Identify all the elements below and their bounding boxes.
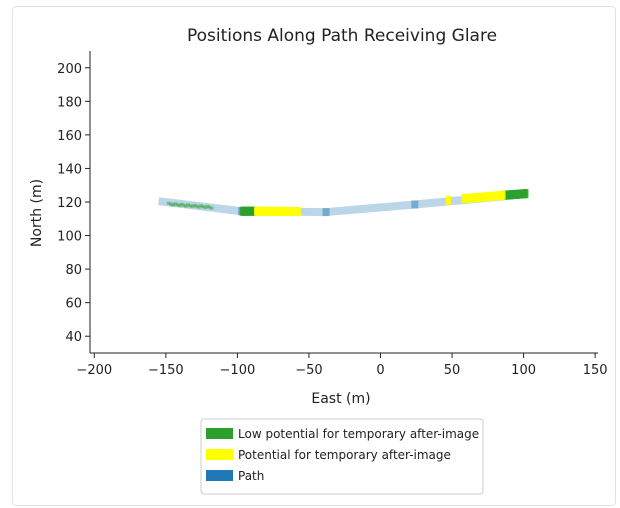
glare-point: [173, 202, 178, 206]
glare-point: [207, 205, 212, 209]
glare-point: [181, 203, 186, 207]
y-tick-label: 120: [57, 196, 82, 211]
y-tick-label: 180: [57, 95, 82, 110]
legend-label: Low potential for temporary after-image: [238, 427, 479, 441]
y-axis-label: North (m): [29, 179, 45, 247]
legend-label: Path: [238, 469, 264, 483]
glare-point: [192, 203, 197, 207]
glare-point: [177, 204, 182, 208]
legend-swatch: [206, 428, 233, 439]
y-tick-label: 160: [57, 129, 82, 144]
legend-swatch: [206, 470, 233, 481]
glare-point: [209, 206, 214, 210]
y-tick-label: 60: [65, 297, 82, 312]
x-axis-label: East (m): [311, 391, 370, 407]
x-tick-label: 100: [511, 363, 536, 378]
glare-point: [201, 205, 206, 209]
chart-title: Positions Along Path Receiving Glare: [187, 26, 497, 46]
x-tick-label: 150: [583, 363, 608, 378]
legend-box: [200, 418, 484, 495]
plot-area: [158, 189, 529, 217]
glare-point: [198, 204, 203, 208]
x-tick-label: 0: [376, 363, 384, 378]
glare-point: [203, 206, 208, 210]
figure-frame: [12, 6, 616, 506]
glare-point: [501, 190, 506, 200]
glare-point: [205, 204, 210, 208]
path-node: [411, 200, 419, 209]
x-tick-label: 50: [444, 363, 461, 378]
glare-point: [190, 205, 195, 209]
x-tick-label: −50: [295, 363, 322, 378]
y-tick-label: 80: [65, 263, 82, 278]
x-tick-label: −150: [148, 363, 184, 378]
glare-point: [168, 202, 173, 206]
x-ticks: −200 −150 −100 −50 0 50 100 150: [76, 353, 608, 378]
y-tick-label: 200: [57, 62, 82, 77]
glare-point: [183, 204, 188, 208]
x-tick-label: −200: [76, 363, 112, 378]
y-ticks: 40 60 80 100 120 140 160 180 200: [57, 62, 90, 345]
glare-point: [166, 201, 171, 205]
y-tick-label: 140: [57, 162, 82, 177]
glare-point: [194, 204, 199, 208]
glare-point: [524, 189, 529, 199]
glare-point: [296, 207, 301, 217]
glare-point: [179, 202, 184, 206]
glare-point: [175, 203, 180, 207]
x-tick-label: −100: [220, 363, 256, 378]
y-tick-label: 100: [57, 230, 82, 245]
legend-label: Potential for temporary after-image: [238, 448, 451, 462]
legend: Low potential for temporary after-image P…: [200, 418, 484, 495]
glare-point: [186, 203, 191, 207]
glare-point: [170, 203, 175, 207]
glare-point: [188, 204, 193, 208]
path-node: [322, 208, 330, 217]
legend-swatch: [206, 449, 233, 460]
glare-point: [447, 195, 452, 205]
y-tick-label: 40: [65, 330, 82, 345]
glare-point: [196, 205, 201, 209]
